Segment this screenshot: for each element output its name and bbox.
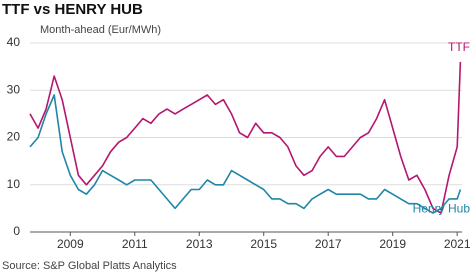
y-axis-label: Month-ahead (Eur/MWh) — [40, 24, 161, 36]
chart-title: TTF vs HENRY HUB — [2, 1, 143, 18]
line-series — [29, 94, 462, 214]
x-tick-label: 2017 — [315, 237, 342, 251]
series-label: Henry Hub — [413, 202, 471, 216]
y-tick-label: 40 — [7, 35, 21, 49]
y-tick-label: 0 — [13, 224, 20, 238]
x-tick-label: 2011 — [122, 237, 148, 251]
x-tick-label: 2021 — [444, 237, 471, 251]
source: Source: S&P Global Platts Analytics — [2, 260, 177, 272]
y-tick-label: 30 — [7, 82, 21, 96]
x-tick-label: 2015 — [250, 237, 277, 251]
x-tick-label: 2019 — [379, 237, 406, 251]
x-tick-label: 2009 — [57, 237, 84, 251]
x-tick-label: 2013 — [186, 237, 213, 251]
y-tick-label: 10 — [7, 177, 21, 191]
line-series — [29, 61, 462, 214]
series-label: TTF — [448, 40, 470, 54]
y-tick-label: 20 — [7, 130, 21, 144]
